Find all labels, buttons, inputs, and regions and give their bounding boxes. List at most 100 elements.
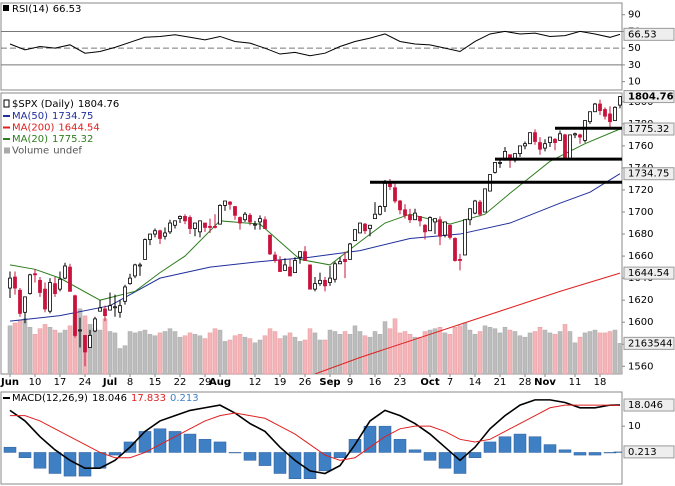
- candle-body: [553, 138, 557, 143]
- volume-bar: [257, 339, 263, 375]
- histogram-bar: [243, 452, 257, 461]
- x-tick-label: 10: [29, 377, 42, 388]
- histogram-bar: [603, 452, 617, 454]
- candle-body: [128, 277, 132, 285]
- candle-body: [568, 134, 572, 160]
- volume-bar: [212, 328, 218, 375]
- histogram-bar: [378, 425, 392, 453]
- value-badge: [623, 445, 675, 459]
- volume-bar: [462, 322, 468, 375]
- value-badge-label: 1804.76: [628, 92, 674, 103]
- legend-value: 1775.32: [52, 134, 93, 145]
- candle-body: [228, 201, 232, 205]
- volume-bar: [547, 332, 553, 375]
- histogram-bar: [288, 452, 302, 479]
- volume-bar: [217, 329, 223, 375]
- volume-bar: [447, 334, 453, 375]
- candle-body: [53, 283, 57, 294]
- candle-body: [423, 224, 427, 233]
- volume-bar: [302, 339, 308, 375]
- candle-body: [453, 238, 457, 261]
- candle-body: [308, 264, 312, 290]
- volume-bar: [137, 331, 143, 375]
- volume-bar: [117, 348, 123, 375]
- candle-body: [533, 132, 537, 142]
- volume-bar: [512, 331, 518, 375]
- volume-bar: [527, 332, 533, 375]
- x-tick-label: 12: [249, 377, 262, 388]
- histogram-bar: [408, 449, 422, 453]
- histogram-bar: [528, 436, 542, 453]
- candle-body: [498, 162, 502, 164]
- candle-body: [238, 217, 242, 224]
- x-tick-label: Jul: [102, 377, 117, 388]
- candle-body: [233, 206, 237, 216]
- x-tick-label: 8: [127, 377, 133, 388]
- candle-body: [418, 216, 422, 222]
- histogram-bar: [333, 452, 347, 458]
- candle-body: [543, 143, 547, 149]
- candle-body: [433, 218, 437, 223]
- moving-average: [314, 272, 621, 374]
- y-tick-label: 1720: [628, 185, 653, 196]
- candle-body: [593, 103, 597, 113]
- candle-body: [48, 282, 52, 312]
- candle-body: [168, 222, 172, 233]
- x-tick-label: 9: [347, 377, 353, 388]
- candle-body: [528, 132, 532, 145]
- volume-bar: [57, 332, 63, 375]
- candle-body: [443, 221, 447, 236]
- histogram-bar: [573, 452, 587, 456]
- histogram-bar: [438, 452, 452, 469]
- candle-body: [68, 266, 72, 292]
- volume-bar: [537, 327, 543, 375]
- candle-body: [373, 213, 377, 220]
- candle-body: [103, 308, 107, 316]
- candle-body: [88, 335, 92, 348]
- volume-bar: [422, 331, 428, 375]
- candle-body: [413, 212, 417, 221]
- candle-body: [428, 217, 432, 232]
- volume-bar: [562, 324, 568, 375]
- candle-body: [218, 204, 222, 225]
- volume-bar: [357, 331, 363, 375]
- legend-value: 0.213: [170, 393, 199, 404]
- volume-bar: [202, 338, 208, 375]
- volume-bar: [487, 327, 493, 375]
- candle-body: [93, 318, 97, 332]
- candle-body: [583, 120, 587, 141]
- y-tick-label: 10: [628, 421, 641, 432]
- volume-bar: [272, 331, 278, 375]
- candle-body: [298, 251, 302, 258]
- volume-bar: [382, 321, 388, 375]
- legend-value: 66.53: [53, 4, 82, 15]
- candle-body: [383, 182, 387, 207]
- candle-body: [123, 286, 127, 302]
- histogram-bar: [513, 433, 527, 453]
- volume-bar: [407, 334, 413, 375]
- volume-bar: [12, 322, 18, 375]
- volume-bar: [107, 331, 113, 375]
- legend-value: 1804.76: [78, 99, 119, 110]
- volume-bar: [142, 329, 148, 375]
- legend-swatch: [3, 99, 10, 108]
- candle-body: [208, 225, 212, 228]
- volume-bar: [492, 328, 498, 375]
- legend-name: Volume: [12, 146, 49, 157]
- x-tick-label: 7: [447, 377, 453, 388]
- legend-swatch: [4, 147, 10, 154]
- candle-body: [518, 145, 522, 155]
- volume-bar: [67, 325, 73, 375]
- x-tick-label: 26: [299, 377, 312, 388]
- value-badge: [623, 90, 675, 104]
- value-badge-label: 66.53: [628, 29, 657, 40]
- candle-body: [288, 266, 292, 277]
- x-tick-label: 18: [594, 377, 607, 388]
- histogram-bar: [153, 428, 167, 453]
- volume-bar: [307, 328, 313, 375]
- candle-body: [538, 142, 542, 150]
- volume-bar: [567, 331, 573, 375]
- candle-body: [178, 216, 182, 220]
- volume-bar: [97, 329, 103, 375]
